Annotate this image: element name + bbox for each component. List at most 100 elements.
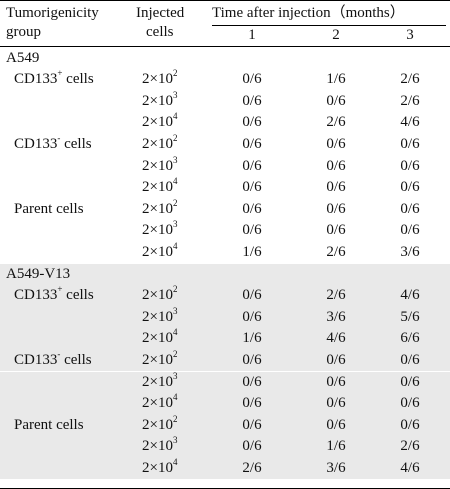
table-row: CD133+ cells 2×102 0/6 1/6 2/6 [0,69,450,91]
dose-base: 2×10 [142,287,173,304]
month-3-value: 5/6 [400,308,420,325]
dose-base: 2×10 [142,330,173,347]
header-subrule [212,25,446,26]
month-3-value: 2/6 [400,92,420,109]
cell-population-label: Parent cells [14,415,84,437]
dose-base: 2×10 [142,459,173,476]
month-2-value: 0/6 [326,222,346,239]
month-2-value: 0/6 [326,373,346,390]
injected-cells: 2×103 [142,90,177,113]
injected-cells: 2×104 [142,328,177,350]
table-row: 2×104 0/6 0/6 0/6 [0,393,450,415]
population-name: CD133 [14,287,58,304]
month-1-value: 0/6 [242,308,262,325]
month-1-value: 0/6 [242,114,262,131]
month-3-value: 2/6 [400,71,420,88]
injected-cells: 2×103 [142,436,177,458]
population-name: Parent cells [14,200,84,217]
group-row: A549 [0,48,450,70]
injected-cells: 2×102 [142,69,177,91]
table-row: 2×103 0/6 0/6 2/6 [0,90,450,113]
month-3-value: 0/6 [400,200,420,217]
dose-base: 2×10 [142,92,173,109]
group-row: A549-V13 [0,263,450,286]
population-suffix: cells [60,351,92,368]
month-3-value: 4/6 [400,114,420,131]
injected-cells: 2×104 [142,393,177,415]
population-name: CD133 [14,351,58,368]
month-2-value: 0/6 [326,92,346,109]
month-2-value: 0/6 [326,200,346,217]
month-2-value: 0/6 [326,157,346,174]
dose-exponent: 3 [172,305,178,316]
injected-cells: 2×102 [142,197,178,221]
dose-base: 2×10 [142,438,173,455]
dose-base: 2×10 [142,243,173,260]
group-label: A549-V13 [6,265,71,282]
dose-exponent: 4 [172,392,178,403]
month-3-value: 0/6 [400,222,420,239]
month-1-value: 0/6 [242,71,262,88]
month-1-value: 0/6 [242,179,262,196]
month-3-value: 0/6 [400,351,420,368]
cell-population-label: CD133- cells [14,132,92,156]
month-2-value: 4/6 [326,330,346,347]
header-group-line1: Tumorigenicity [6,5,99,21]
month-1-value: 0/6 [242,135,262,152]
month-1-value: 0/6 [242,373,262,390]
month-2-value: 0/6 [326,179,346,196]
table-row: Parent cells 2×102 0/6 0/6 0/6 [0,414,450,437]
month-2-value: 0/6 [326,135,346,152]
table-row: 2×104 0/6 2/6 4/6 [0,112,450,134]
dose-exponent: 2 [172,197,178,208]
cell-population-label: Parent cells [14,199,84,221]
dose-exponent: 4 [172,176,178,187]
cell-population-label: CD133- cells [14,349,92,372]
table-row: 2×104 2/6 3/6 4/6 [0,456,450,480]
header-group-line2: group [6,24,41,40]
injected-cells: 2×102 [142,414,177,437]
cell-population-label: CD133+ cells [14,285,94,307]
dose-exponent: 4 [172,240,178,251]
month-1-value: 0/6 [242,438,262,455]
population-name: CD133 [14,135,58,152]
dose-base: 2×10 [142,351,173,368]
injected-cells: 2×103 [142,154,178,178]
header-month-3: 3 [406,27,414,43]
dose-exponent: 2 [172,348,178,359]
dose-exponent: 3 [172,370,178,381]
population-marker: - [57,132,61,143]
table-row: Parent cells 2×102 0/6 0/6 0/6 [0,197,450,221]
dose-base: 2×10 [142,222,173,239]
dose-exponent: 3 [172,154,178,165]
injected-cells: 2×102 [142,133,177,156]
month-3-value: 4/6 [400,459,420,476]
month-3-value: 0/6 [400,373,420,390]
dose-base: 2×10 [142,416,173,433]
header-month-1: 1 [248,27,256,43]
dose-exponent: 4 [172,456,178,467]
month-1-value: 0/6 [242,92,262,109]
table-row: 2×104 1/6 4/6 6/6 [0,328,450,350]
dose-base: 2×10 [142,135,173,152]
injected-cells: 2×102 [142,348,178,372]
table-row: CD133+ cells 2×102 0/6 2/6 4/6 [0,285,450,307]
header-injected-line1: Injected [136,5,185,21]
dose-exponent: 2 [172,284,178,295]
group-label: A549 [6,49,40,66]
dose-base: 2×10 [142,308,173,325]
month-3-value: 0/6 [400,135,420,152]
table-row: 2×103 0/6 0/6 0/6 [0,154,450,178]
dose-exponent: 3 [172,219,178,230]
month-3-value: 4/6 [400,287,420,304]
header-bottom-rule [0,46,450,47]
dose-base: 2×10 [142,71,173,88]
month-1-value: 0/6 [242,351,262,368]
month-2-value: 0/6 [326,351,346,368]
month-3-value: 6/6 [400,330,420,347]
injected-cells: 2×104 [142,177,177,199]
table-row: 2×103 0/6 0/6 0/6 [0,220,450,242]
table-row: 2×103 0/6 0/6 0/6 [0,370,450,394]
month-1-value: 2/6 [242,459,262,476]
